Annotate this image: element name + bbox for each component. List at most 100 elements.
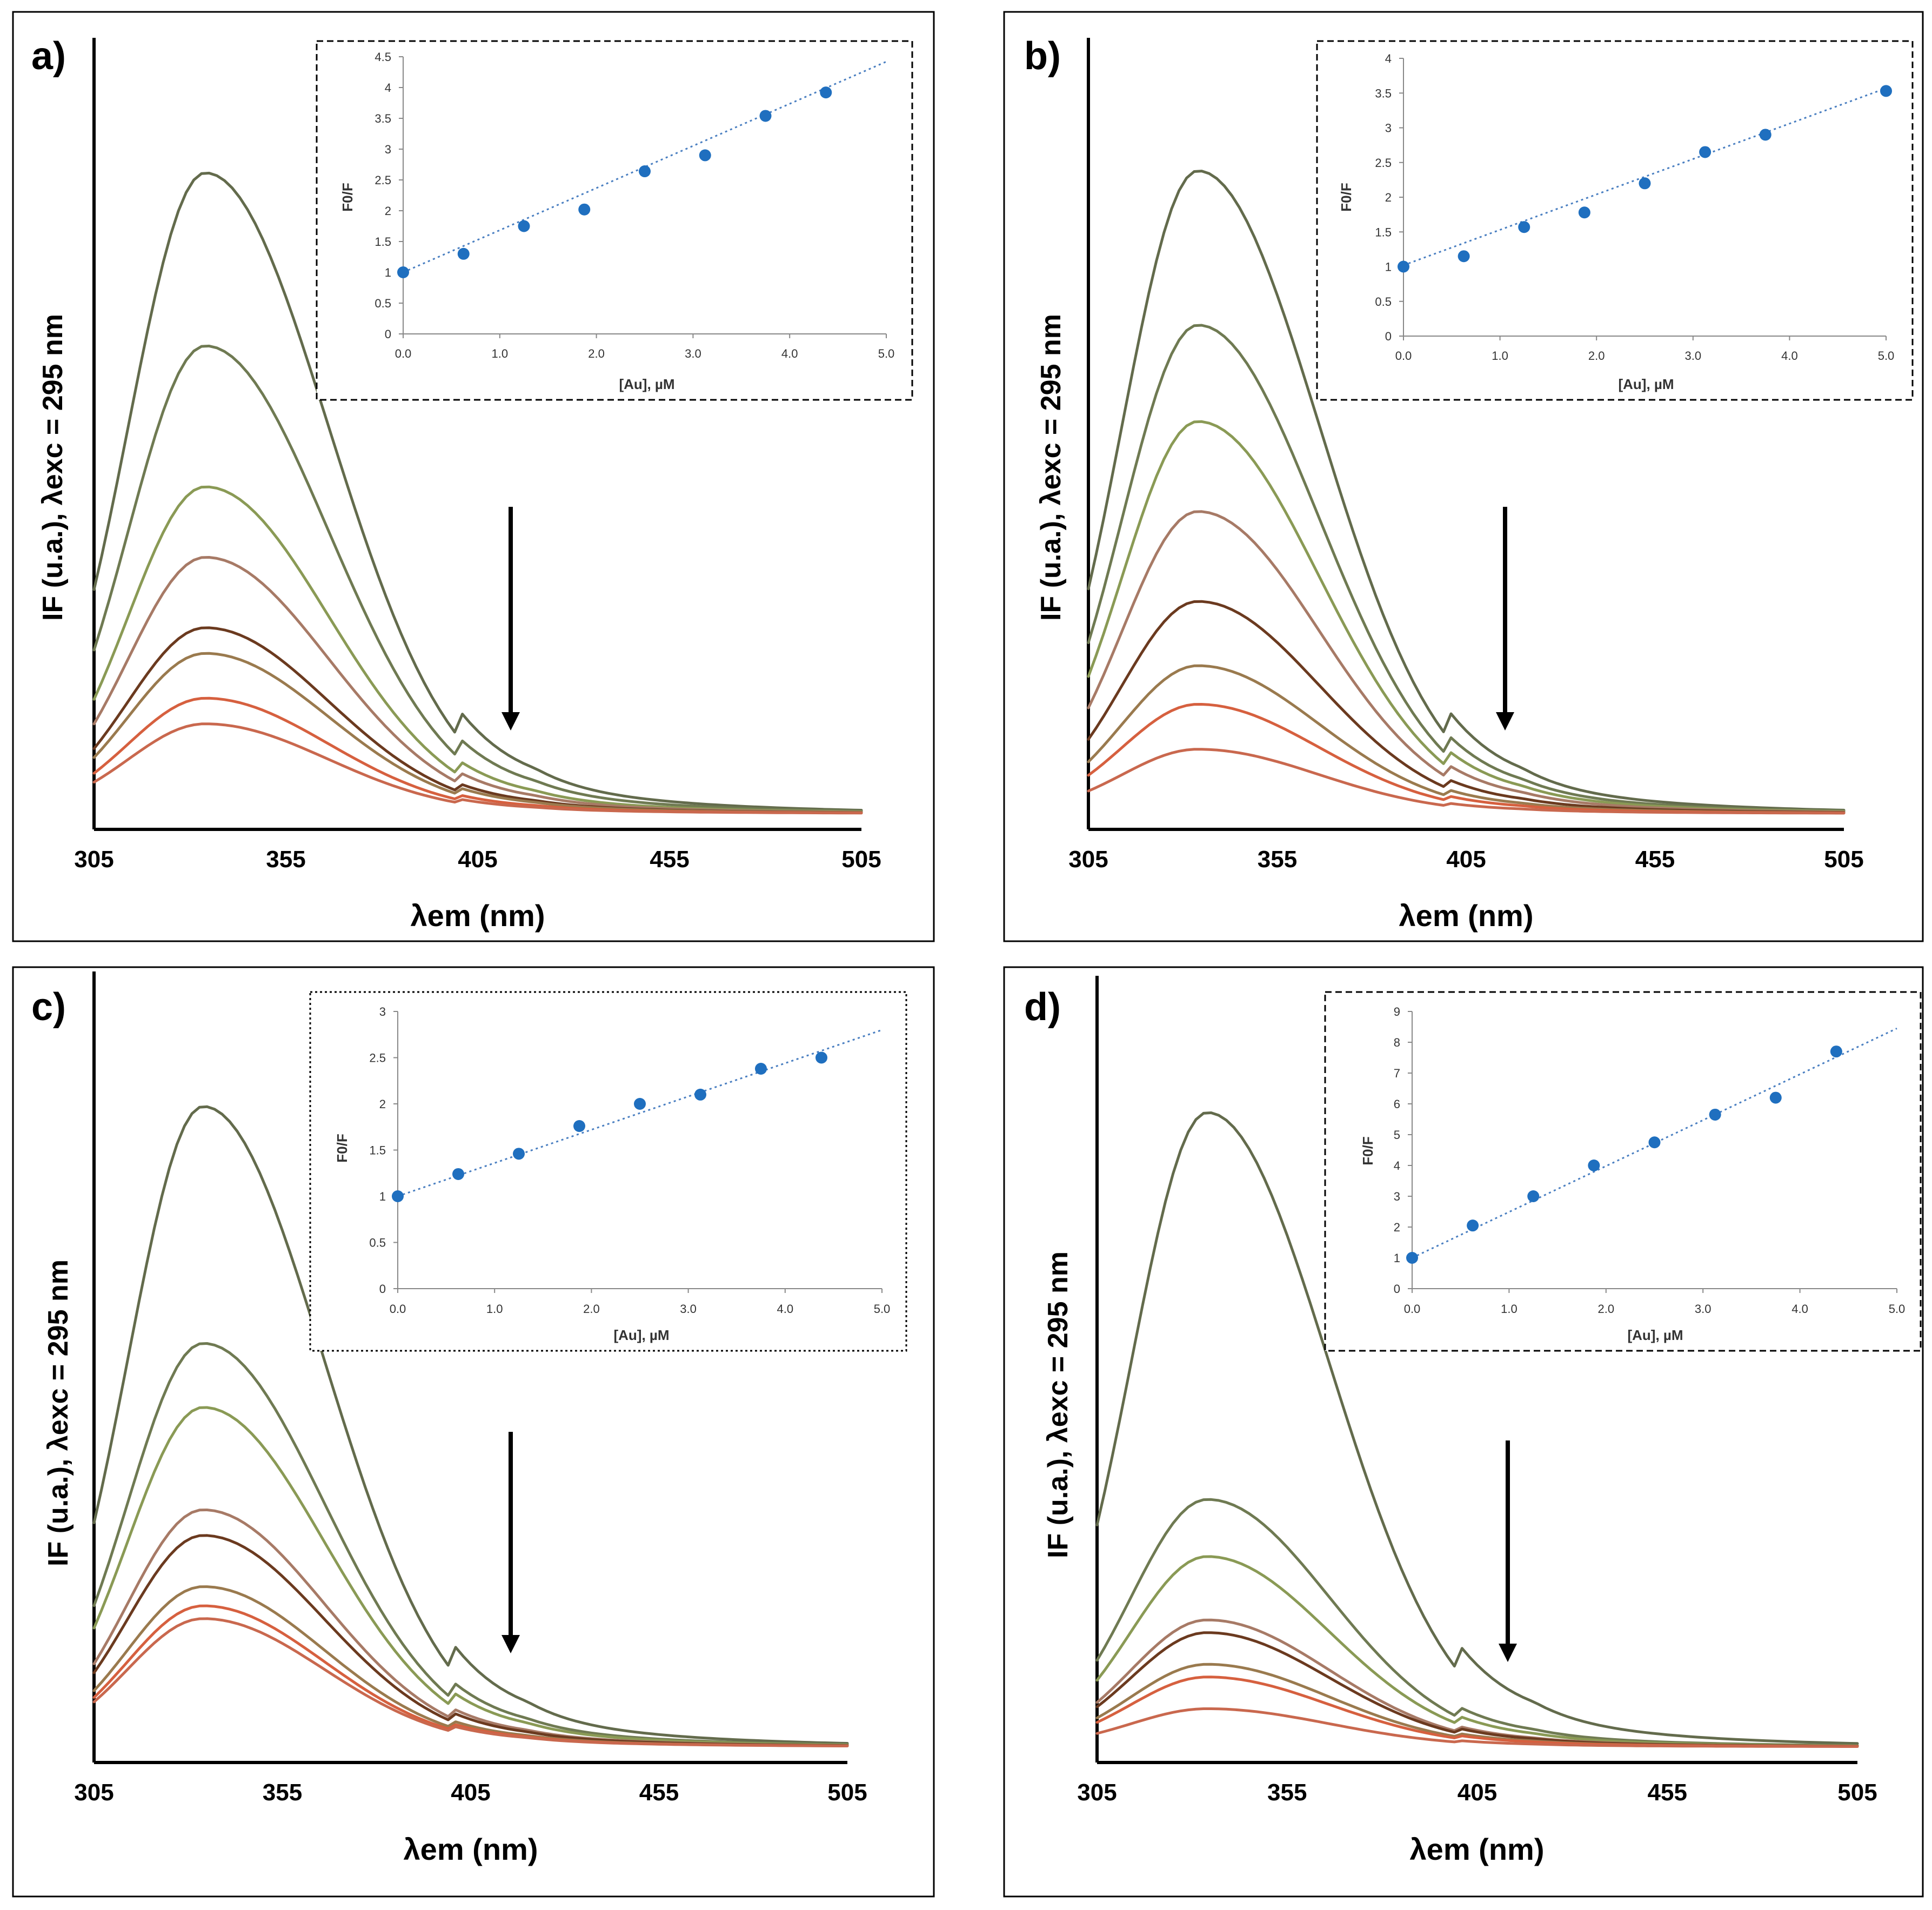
inset-x-tick-label: 0.0 <box>1404 1302 1421 1316</box>
inset-data-point <box>1527 1190 1540 1202</box>
x-tick-label: 355 <box>266 846 305 873</box>
inset-fit-line <box>397 1029 883 1197</box>
inset-x-tick-label: 2.0 <box>588 347 605 360</box>
inset-y-tick-label: 1.5 <box>1375 225 1392 239</box>
panel-a-inset-x-label: [Au], µM <box>619 376 674 392</box>
spectrum-line <box>1087 600 1846 814</box>
inset-fit-line <box>1403 87 1887 266</box>
panel-a-inset: 0.0 1.0 2.0 3.0 4.0 5.0 0 0.5 1 1.5 2 2.5 3 3.5 4 4.5 [… <box>316 40 913 401</box>
x-tick-label: 455 <box>639 1779 679 1806</box>
x-tick-label: 305 <box>1068 846 1108 873</box>
spectrum-line <box>92 1617 849 1747</box>
panel-a-spectra <box>92 171 863 815</box>
inset-y-tick-label: 2.5 <box>369 1051 386 1065</box>
inset-data-point <box>1588 1160 1600 1171</box>
inset-x-tick-label: 4.0 <box>1791 1302 1808 1316</box>
inset-data-point <box>452 1168 464 1180</box>
inset-y-tick-label: 9 <box>1394 1005 1400 1018</box>
inset-data-point <box>392 1190 404 1202</box>
inset-y-tick-label: 2 <box>1394 1221 1400 1234</box>
x-tick-label: 305 <box>74 1779 113 1806</box>
inset-x-tick-label: 4.0 <box>777 1302 794 1316</box>
spectrum-line <box>1095 1618 1859 1748</box>
panel-a-inset-frame <box>316 40 913 401</box>
inset-y-tick-label: 5 <box>1394 1128 1400 1142</box>
spectrum-line <box>1095 1707 1859 1748</box>
panel-d-letter: d) <box>1024 986 1061 1029</box>
inset-x-tick-label: 3.0 <box>685 347 701 360</box>
inset-data-point <box>1578 206 1590 219</box>
x-tick-label: 505 <box>827 1779 867 1806</box>
panel-a-letter: a) <box>31 35 66 78</box>
panel-c-arrow-head <box>502 1635 520 1653</box>
spectrum-line <box>1087 664 1846 814</box>
panel-d-inset: 0.0 1.0 2.0 3.0 4.0 5.0 0 1 2 3 4 5 6 7 8 9 [Au], µM F0… <box>1324 991 1922 1352</box>
x-tick-label: 405 <box>451 1779 490 1806</box>
inset-x-tick-label: 5.0 <box>1889 1302 1906 1316</box>
inset-data-point <box>578 203 591 216</box>
panel-c-inset-x-label: [Au], µM <box>613 1327 669 1343</box>
inset-data-point <box>1709 1108 1721 1121</box>
inset-y-tick-label: 2 <box>379 1097 386 1111</box>
inset-y-tick-label: 4 <box>1394 1159 1400 1172</box>
inset-x-tick-label: 1.0 <box>1501 1302 1517 1316</box>
inset-y-tick-label: 3 <box>1385 122 1392 135</box>
panel-d-inset-x-label: [Au], µM <box>1627 1327 1683 1343</box>
inset-y-tick-label: 0 <box>1385 330 1392 343</box>
inset-x-tick-label: 0.0 <box>395 347 412 360</box>
x-tick-label: 505 <box>841 846 881 873</box>
inset-x-tick-label: 2.0 <box>1598 1302 1615 1316</box>
x-tick-label: 305 <box>74 846 113 873</box>
spectrum-line <box>1095 1111 1859 1745</box>
inset-y-tick-label: 0 <box>1394 1282 1400 1296</box>
inset-y-tick-label: 2 <box>1385 191 1392 204</box>
inset-y-tick-label: 1.5 <box>369 1144 386 1157</box>
inset-data-point <box>1406 1252 1418 1264</box>
spectrum-line <box>92 1509 849 1747</box>
inset-data-point <box>820 86 832 99</box>
panel-d-y-label: IF (u.a.), λexc = 295 nm <box>1042 1251 1074 1558</box>
inset-data-point <box>1769 1091 1782 1104</box>
panel-b-inset-y-label: F0/F <box>1338 183 1354 211</box>
panel-b-letter: b) <box>1024 35 1061 78</box>
inset-y-tick-label: 3.5 <box>375 112 391 125</box>
inset-data-point <box>1648 1136 1661 1149</box>
spectrum-line <box>92 485 863 813</box>
inset-data-point <box>397 266 409 278</box>
panel-d-frame <box>1003 966 1924 1898</box>
inset-y-tick-label: 7 <box>1394 1067 1400 1080</box>
panel-d-x-ticks: 305 355 405 455 505 <box>1077 1779 1877 1806</box>
inset-y-tick-label: 2.5 <box>375 173 391 187</box>
panel-d-inset-frame <box>1324 991 1922 1352</box>
inset-x-tick-label: 0.0 <box>390 1302 406 1316</box>
panel-d: d) 305 355 405 455 505 λem (nm) IF (u.a.), λ… <box>1003 966 1924 1898</box>
x-tick-label: 355 <box>1267 1779 1307 1806</box>
spectrum-line <box>1087 510 1846 814</box>
panel-a-inset-y-label: F0/F <box>339 183 356 211</box>
panel-c: c) 305 355 405 455 505 λem (nm) IF (u.a.), λ… <box>12 966 935 1898</box>
spectrum-line <box>92 344 863 813</box>
panel-c-inset: 0.0 1.0 2.0 3.0 4.0 5.0 0 0.5 1 1.5 2 2.5 3 [Au], µM… <box>309 991 907 1352</box>
panel-b-x-label: λem (nm) <box>1399 899 1534 933</box>
spectrum-line <box>92 1534 849 1747</box>
inset-y-tick-label: 1 <box>385 266 391 279</box>
x-tick-label: 455 <box>1648 1779 1687 1806</box>
inset-x-tick-label: 4.0 <box>1781 349 1798 363</box>
panel-d-spectra <box>1095 1111 1859 1748</box>
inset-fit-line <box>403 61 887 273</box>
spectrum-line <box>1087 420 1846 813</box>
panel-b-arrow-head <box>1496 712 1514 731</box>
inset-data-point <box>1699 146 1712 158</box>
panel-c-letter: c) <box>31 986 66 1029</box>
inset-x-tick-label: 3.0 <box>680 1302 697 1316</box>
inset-y-tick-label: 6 <box>1394 1097 1400 1111</box>
panel-a-arrow-head <box>502 712 520 731</box>
inset-data-point <box>694 1088 706 1101</box>
inset-x-tick-label: 1.0 <box>486 1302 503 1316</box>
panel-c-y-label: IF (u.a.), λexc = 295 nm <box>43 1259 74 1566</box>
inset-y-tick-label: 3 <box>385 143 391 156</box>
spectrum-line <box>1087 748 1846 815</box>
panel-c-inset-y-label: F0/F <box>334 1134 350 1162</box>
inset-data-point <box>513 1148 525 1160</box>
